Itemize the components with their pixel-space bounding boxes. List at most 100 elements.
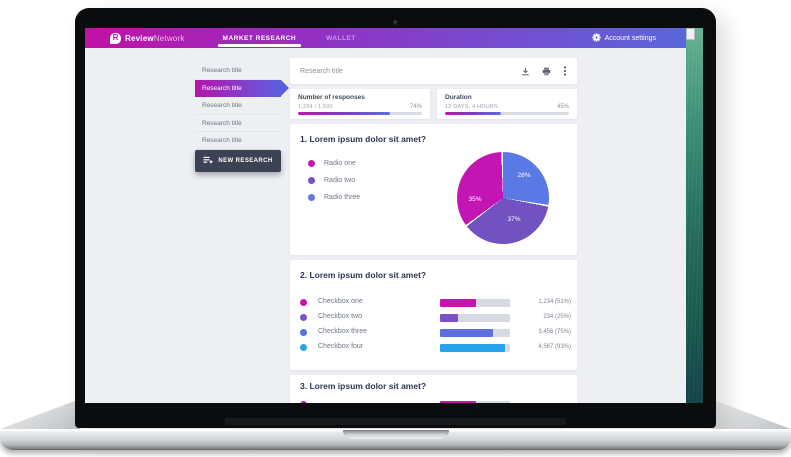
progress-fill [445,112,501,115]
sidebar-item-research[interactable]: Research title [195,115,281,132]
bar-dot [300,401,307,403]
legend-item: Radio three [308,194,360,201]
kebab-menu-icon[interactable] [563,66,567,76]
bar-fill [440,401,476,403]
page-title: Research title [300,67,343,75]
stat-value: 1,234 / 1,500 [298,104,333,110]
bar-value: 3,456 (75%) [538,329,571,335]
bar-row: Checkbox two 234 (25%) [290,312,577,324]
bar-track [440,329,510,337]
bar-fill [440,329,493,337]
legend-label: Radio three [324,194,361,201]
print-icon[interactable] [542,67,551,76]
topbar: R ReviewNetwork MARKET RESEARCH WALLET A… [85,28,686,48]
logo-icon: R [110,32,121,44]
laptop-screen-bezel: R ReviewNetwork MARKET RESEARCH WALLET A… [75,8,716,428]
stats-row: Number of responses 1,234 / 1,500 74% [290,89,577,119]
sidebar-item-research[interactable]: Research title [195,62,281,80]
base-notch [342,430,449,439]
question-card-3: 3. Lorem ipsum dolor sit amet? [290,375,577,403]
account-settings-button[interactable]: Account settings [591,29,656,47]
stat-title: Number of responses [298,94,365,101]
stat-value: 12 DAYS, 4 HOURS [445,104,498,110]
bar-fill [440,344,506,352]
sidebar-item-research[interactable]: Research title [195,97,281,115]
bar-value: 234 (25%) [543,314,571,320]
pie-slice-label: 28% [517,172,531,179]
scrollbar-thumb[interactable] [686,28,695,40]
app-window: R ReviewNetwork MARKET RESEARCH WALLET A… [85,28,686,403]
app-content: Research title Research title Research t… [85,48,686,403]
tab-wallet[interactable]: WALLET [326,34,356,42]
logo-text-bold: Review [125,33,154,43]
header-actions [521,66,567,76]
laptop-shoulder-right [711,399,791,429]
pie-slice-label: 35% [468,196,482,203]
sidebar-item-research-active[interactable]: Research title [195,79,289,97]
bar-row: Checkbox three 3,456 (75%) [290,327,577,339]
stat-percent: 74% [409,104,422,110]
legend-dot [308,160,315,167]
legend-dot [308,177,315,184]
stat-title: Duration [445,94,472,101]
bar-track [440,299,510,307]
main-column: Research title Number of responses [290,58,577,403]
question-title: 3. Lorem ipsum dolor sit amet? [300,381,427,391]
legend-dot [308,194,315,201]
sidebar-item-research[interactable]: Research title [195,132,281,150]
progress-fill [298,112,390,115]
bar-dot [300,329,307,336]
bar-row: Checkbox four 4,567 (93%) [290,342,577,354]
download-icon[interactable] [521,67,530,76]
sidebar: Research title Research title Research t… [195,62,289,150]
legend-item: Radio one [308,160,356,167]
stat-card-responses: Number of responses 1,234 / 1,500 74% [290,89,430,119]
legend-label: Radio two [324,177,356,184]
bar-fill [440,314,458,322]
tab-market-research[interactable]: MARKET RESEARCH [217,34,301,47]
bar-dot [300,314,307,321]
research-header-card: Research title [290,58,577,84]
progress-track [298,112,422,115]
logo-text: ReviewNetwork [125,34,185,43]
bar-track [440,401,510,403]
laptop-hinge [225,418,566,425]
bar-value: 1,234 (51%) [538,299,571,305]
new-research-label: NEW RESEARCH [218,158,273,164]
pie-chart: 28% 37% 35% [457,152,549,244]
bar-label: Checkbox one [318,298,363,305]
question-title: 2. Lorem ipsum dolor sit amet? [300,270,427,280]
bar-fill [440,299,476,307]
question-card-1: 1. Lorem ipsum dolor sit amet? Radio one… [290,124,577,255]
pie-slice-label: 37% [507,216,521,223]
brand-logo: R ReviewNetwork [110,32,185,44]
gear-icon [591,29,601,47]
webcam [393,20,398,25]
bar-row [290,399,577,403]
bar-dot [300,344,307,351]
question-title: 1. Lorem ipsum dolor sit amet? [300,134,427,144]
laptop-base [0,429,791,450]
bar-value: 4,567 (93%) [538,344,571,350]
legend-label: Radio one [324,160,356,167]
laptop-shoulder-left [0,399,80,429]
screen-display: R ReviewNetwork MARKET RESEARCH WALLET A… [85,28,703,403]
logo-text-light: Network [153,33,185,43]
stat-card-duration: Duration 12 DAYS, 4 HOURS 45% [437,89,577,119]
bar-label: Checkbox two [318,313,362,320]
bar-track [440,314,510,322]
add-list-icon [203,152,214,170]
bar-track [440,344,510,352]
progress-track [445,112,569,115]
stat-percent: 45% [556,104,569,110]
bar-label: Checkbox four [318,343,364,350]
new-research-button[interactable]: NEW RESEARCH [195,150,281,172]
topbar-tabs: MARKET RESEARCH WALLET [217,34,356,47]
bar-label: Checkbox three [318,328,368,335]
bar-row: Checkbox one 1,234 (51%) [290,297,577,309]
account-settings-label: Account settings [604,34,656,42]
question-card-2: 2. Lorem ipsum dolor sit amet? Checkbox … [290,260,577,370]
bar-dot [300,299,307,306]
legend-item: Radio two [308,177,355,184]
